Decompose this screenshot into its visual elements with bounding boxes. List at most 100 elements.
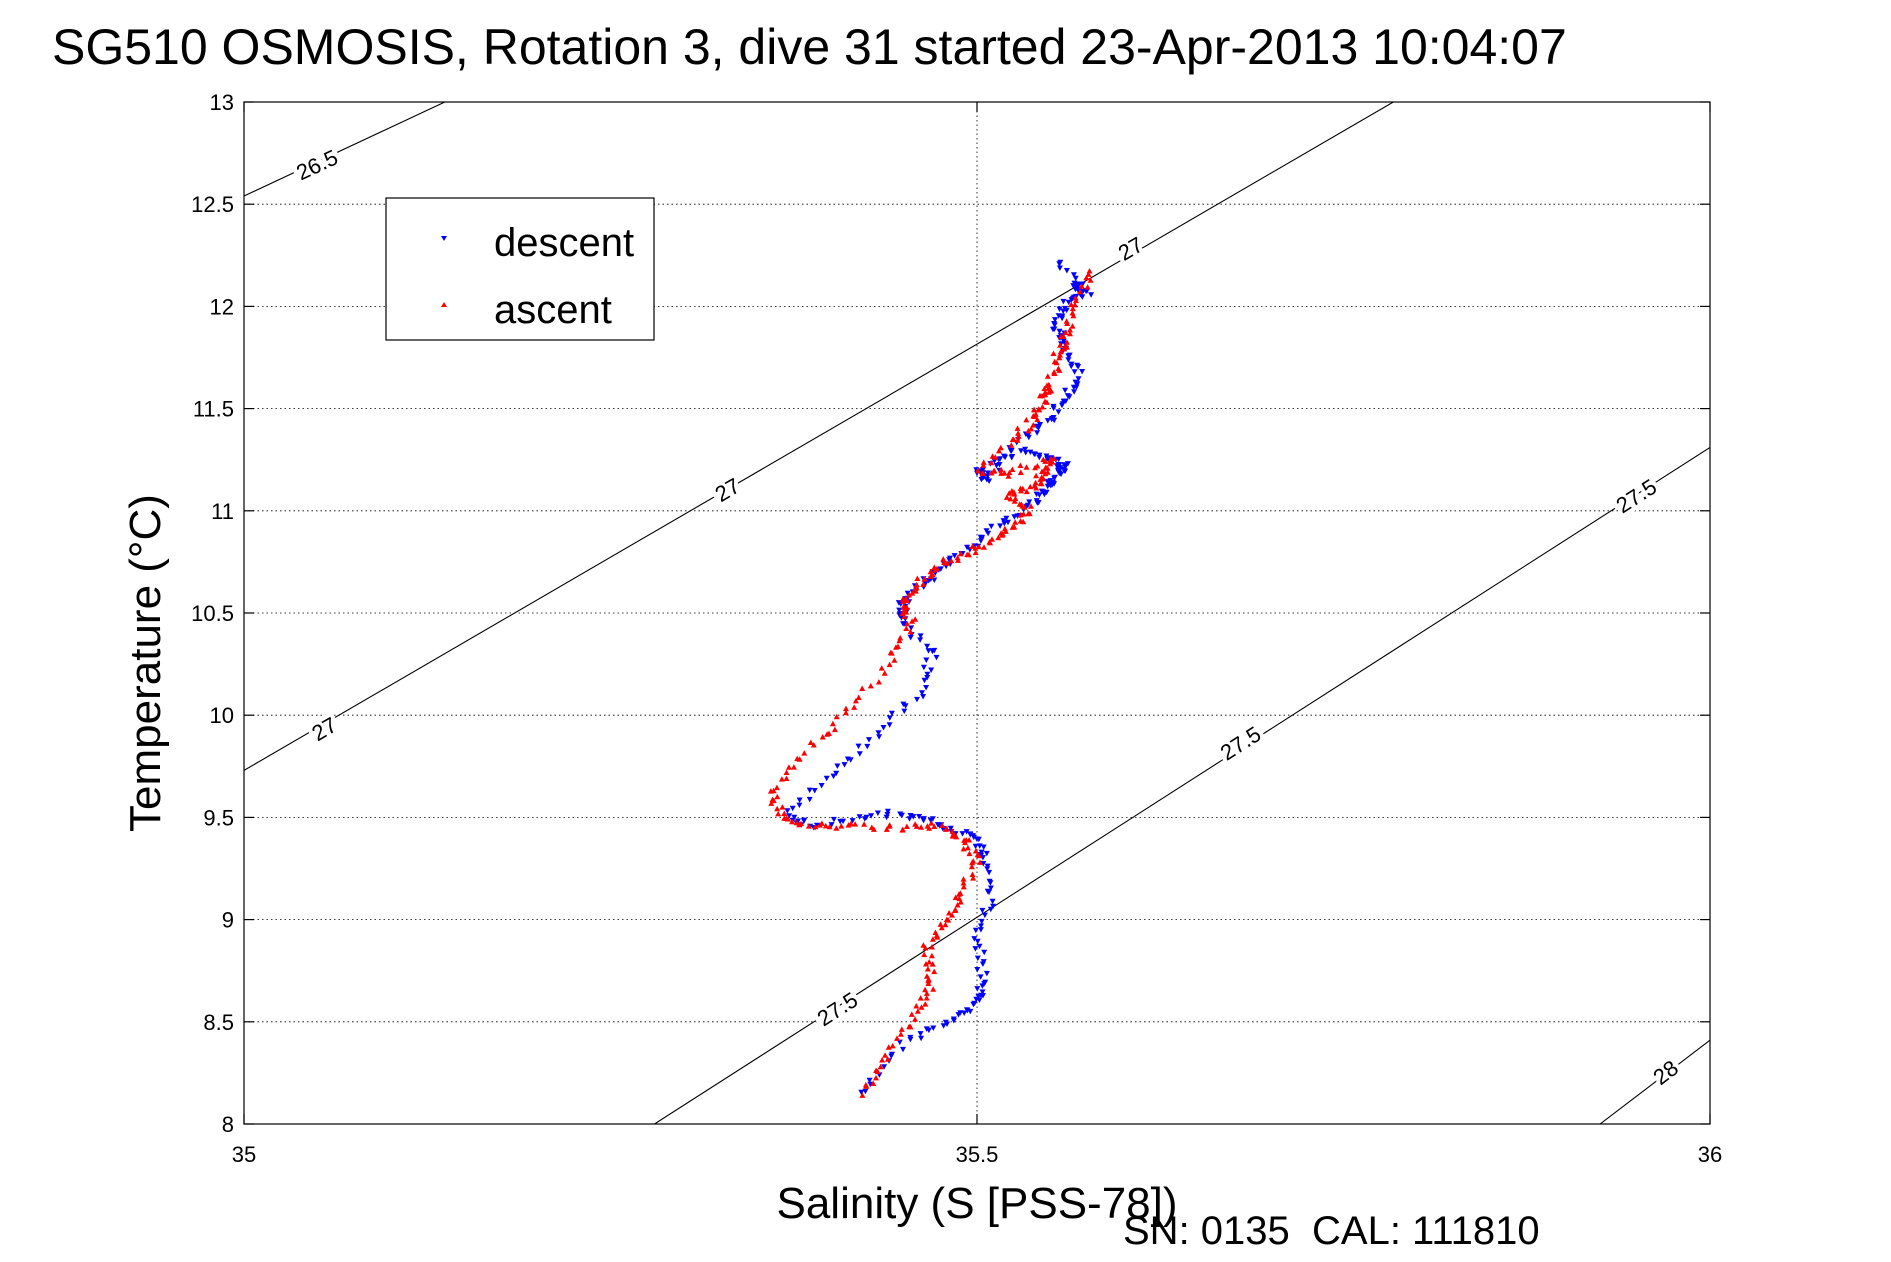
ascent-point (783, 775, 790, 781)
descent-point (855, 743, 862, 750)
descent-point (884, 811, 891, 818)
ascent-point (1077, 288, 1083, 295)
ascent-point (952, 907, 959, 913)
descent-point (923, 685, 930, 691)
ascent-point (989, 453, 996, 459)
ascent-point (842, 709, 849, 716)
descent-point (823, 775, 830, 782)
ascent-point (908, 1011, 915, 1017)
descent-point (1065, 357, 1072, 363)
ascent-point (903, 625, 910, 631)
ascent-point (1003, 494, 1010, 500)
descent-point (923, 1026, 930, 1032)
descent-point (1088, 292, 1095, 298)
descent-point (919, 690, 925, 696)
descent-point (1052, 317, 1058, 323)
ascent-point (1007, 495, 1014, 502)
ascent-point (781, 810, 788, 816)
ascent-point (775, 810, 782, 817)
descent-point (864, 743, 871, 750)
descent-point (929, 816, 936, 822)
descent-point (828, 822, 835, 828)
ascent-point (1019, 485, 1026, 492)
ascent-point (1063, 344, 1070, 350)
ascent-point (1039, 404, 1046, 410)
descent-point (947, 555, 953, 562)
ascent-point (1062, 329, 1069, 335)
ascent-point (1045, 381, 1052, 388)
ascent-point (929, 571, 936, 577)
descent-point (1036, 452, 1043, 459)
descent-point (1018, 448, 1024, 454)
ascent-point (1020, 518, 1027, 525)
ascent-point (1027, 483, 1034, 490)
ascent-point (972, 848, 979, 854)
ascent-point (929, 944, 935, 950)
ascent-point (1006, 490, 1013, 496)
descent-point (989, 898, 996, 905)
y-tick-label: 8 (222, 1112, 234, 1137)
ascent-point (1015, 433, 1022, 439)
ascent-point (972, 549, 979, 556)
ascent-point (807, 739, 814, 745)
descent-point (993, 463, 1000, 469)
ascent-point (1069, 323, 1076, 329)
ascent-point (1031, 406, 1038, 413)
descent-point (917, 1031, 924, 1037)
ascent-point (889, 1042, 896, 1049)
descent-point (917, 637, 924, 643)
descent-point (1059, 315, 1066, 322)
ascent-point (897, 634, 904, 641)
ascent-point (930, 986, 937, 992)
descent-point (1071, 369, 1078, 375)
descent-point (951, 553, 958, 559)
ascent-point (914, 575, 921, 581)
ascent-point (957, 550, 964, 557)
descent-point (986, 869, 993, 876)
ascent-point (939, 822, 946, 828)
ascent-point (1030, 422, 1037, 428)
ascent-point (920, 581, 927, 587)
ascent-point (1028, 425, 1035, 432)
descent-point (1062, 305, 1068, 312)
ascent-point (970, 858, 977, 864)
ascent-point (768, 800, 775, 806)
ascent-point (974, 467, 981, 473)
descent-point (1068, 361, 1075, 368)
ascent-point (968, 863, 975, 870)
descent-point (988, 523, 995, 530)
ascent-point (1087, 277, 1094, 283)
ascent-point (913, 1003, 920, 1009)
ascent-point (925, 980, 932, 986)
ascent-point (859, 1092, 866, 1098)
legend-ascent-marker (441, 302, 447, 307)
ascent-point (1060, 346, 1067, 352)
ascent-point (951, 832, 958, 839)
ascent-point (903, 823, 910, 829)
descent-point (920, 816, 927, 823)
ascent-point (781, 815, 788, 821)
ascent-point (924, 966, 931, 972)
legend-ascent-label: ascent (494, 288, 612, 332)
ascent-point (909, 618, 916, 624)
ascent-point (924, 823, 931, 829)
descent-point (972, 843, 979, 850)
descent-point (918, 1035, 925, 1042)
descent-point (1072, 379, 1079, 386)
descent-point (959, 831, 966, 837)
ascent-point (778, 776, 785, 782)
descent-point (858, 1089, 865, 1096)
descent-point (1055, 313, 1062, 319)
ascent-point (957, 890, 964, 896)
y-axis-label: Temperature (°C) (121, 494, 170, 832)
descent-point (886, 722, 893, 728)
descent-point (1037, 422, 1044, 428)
descent-point (1062, 398, 1069, 404)
ascent-point (1035, 406, 1042, 412)
ascent-point (826, 730, 832, 736)
descent-point (907, 1034, 914, 1041)
ascent-point (977, 859, 983, 865)
ascent-point (998, 466, 1005, 473)
ascent-point (924, 973, 930, 979)
